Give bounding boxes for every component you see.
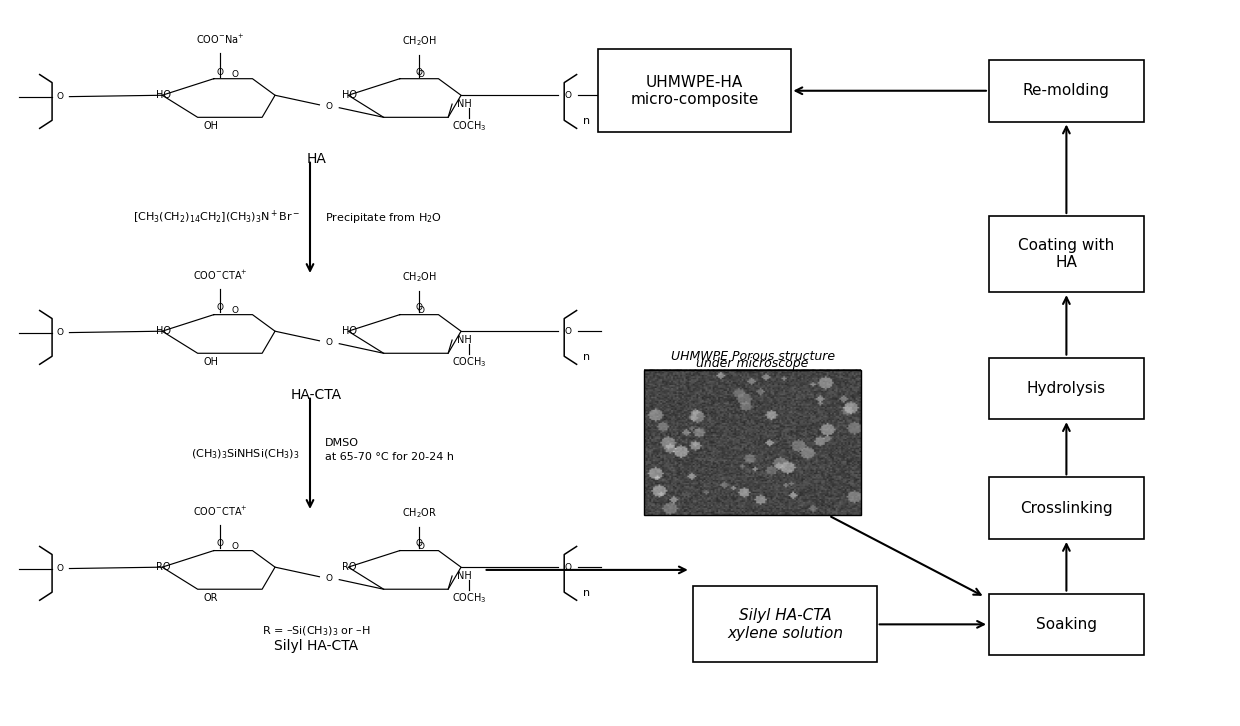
Text: at 65-70 °C for 20-24 h: at 65-70 °C for 20-24 h — [325, 452, 454, 462]
Text: RO: RO — [156, 562, 171, 572]
Text: Re-molding: Re-molding — [1023, 83, 1110, 98]
FancyBboxPatch shape — [990, 478, 1145, 539]
Text: Crosslinking: Crosslinking — [1021, 501, 1112, 515]
Text: [CH$_3$(CH$_2$)$_{14}$CH$_2$](CH$_3$)$_3$N$^+$Br$^-$: [CH$_3$(CH$_2$)$_{14}$CH$_2$](CH$_3$)$_3… — [133, 209, 300, 227]
Text: O: O — [217, 539, 224, 548]
Text: CH$_2$OH: CH$_2$OH — [402, 34, 436, 48]
Text: Coating with
HA: Coating with HA — [1018, 238, 1115, 270]
Text: UHMWPE-HA
micro-composite: UHMWPE-HA micro-composite — [630, 75, 759, 107]
Text: O: O — [217, 68, 224, 76]
Text: n: n — [583, 351, 590, 362]
Text: CH$_2$OR: CH$_2$OR — [402, 506, 436, 520]
Text: HO: HO — [155, 90, 171, 100]
Text: COO$^{-}$CTA$^{+}$: COO$^{-}$CTA$^{+}$ — [193, 269, 248, 282]
Bar — [645, 370, 861, 515]
Text: DMSO: DMSO — [325, 438, 358, 448]
Text: O: O — [415, 68, 423, 76]
Text: O: O — [564, 327, 572, 335]
Text: O: O — [56, 328, 63, 337]
Text: O: O — [217, 303, 224, 312]
FancyBboxPatch shape — [990, 216, 1145, 292]
Text: COCH$_3$: COCH$_3$ — [453, 591, 487, 605]
Text: HO: HO — [155, 326, 171, 336]
FancyBboxPatch shape — [599, 49, 791, 132]
Text: under microscope: under microscope — [697, 357, 808, 370]
Text: UHMWPE Porous structure: UHMWPE Porous structure — [671, 350, 835, 363]
Text: OH: OH — [203, 357, 218, 367]
Text: n: n — [583, 115, 590, 126]
Text: COCH$_3$: COCH$_3$ — [453, 119, 487, 133]
Text: R = –Si(CH$_3$)$_3$ or –H: R = –Si(CH$_3$)$_3$ or –H — [262, 624, 371, 638]
Text: OR: OR — [203, 593, 218, 603]
Text: HO: HO — [341, 326, 357, 336]
Text: O: O — [56, 92, 63, 101]
Text: Precipitate from H$_2$O: Precipitate from H$_2$O — [325, 211, 441, 225]
Text: O: O — [415, 303, 423, 312]
Text: O: O — [326, 574, 332, 583]
Text: COO$^{-}$Na$^{+}$: COO$^{-}$Na$^{+}$ — [196, 33, 244, 46]
FancyBboxPatch shape — [990, 60, 1145, 121]
Text: HA-CTA: HA-CTA — [290, 388, 342, 402]
Text: O: O — [326, 102, 332, 111]
Text: NH: NH — [458, 335, 471, 345]
Text: O: O — [56, 564, 63, 573]
Text: HO: HO — [341, 90, 357, 100]
FancyBboxPatch shape — [693, 587, 877, 662]
Text: n: n — [583, 587, 590, 597]
FancyBboxPatch shape — [990, 594, 1145, 655]
Text: O: O — [232, 70, 238, 79]
Text: Soaking: Soaking — [1035, 617, 1097, 632]
Text: O: O — [326, 338, 332, 347]
Text: RO: RO — [342, 562, 357, 572]
Text: O: O — [418, 542, 424, 551]
Text: (CH$_3$)$_3$SiNHSi(CH$_3$)$_3$: (CH$_3$)$_3$SiNHSi(CH$_3$)$_3$ — [191, 447, 300, 460]
Text: COO$^{-}$CTA$^{+}$: COO$^{-}$CTA$^{+}$ — [193, 505, 248, 518]
Text: O: O — [418, 306, 424, 315]
Text: Silyl HA-CTA
xylene solution: Silyl HA-CTA xylene solution — [727, 608, 843, 640]
Text: O: O — [232, 542, 238, 551]
Text: Hydrolysis: Hydrolysis — [1027, 381, 1106, 396]
Text: NH: NH — [458, 99, 471, 109]
Text: O: O — [415, 539, 423, 548]
Text: HA: HA — [306, 152, 326, 166]
Text: CH$_2$OH: CH$_2$OH — [402, 270, 436, 284]
Text: O: O — [564, 563, 572, 571]
Text: OH: OH — [203, 121, 218, 131]
FancyBboxPatch shape — [990, 357, 1145, 419]
Text: NH: NH — [458, 571, 471, 581]
Text: Silyl HA-CTA: Silyl HA-CTA — [274, 639, 358, 653]
Text: COCH$_3$: COCH$_3$ — [453, 355, 487, 369]
Text: O: O — [418, 70, 424, 79]
Text: O: O — [232, 306, 238, 315]
Text: O: O — [564, 91, 572, 99]
